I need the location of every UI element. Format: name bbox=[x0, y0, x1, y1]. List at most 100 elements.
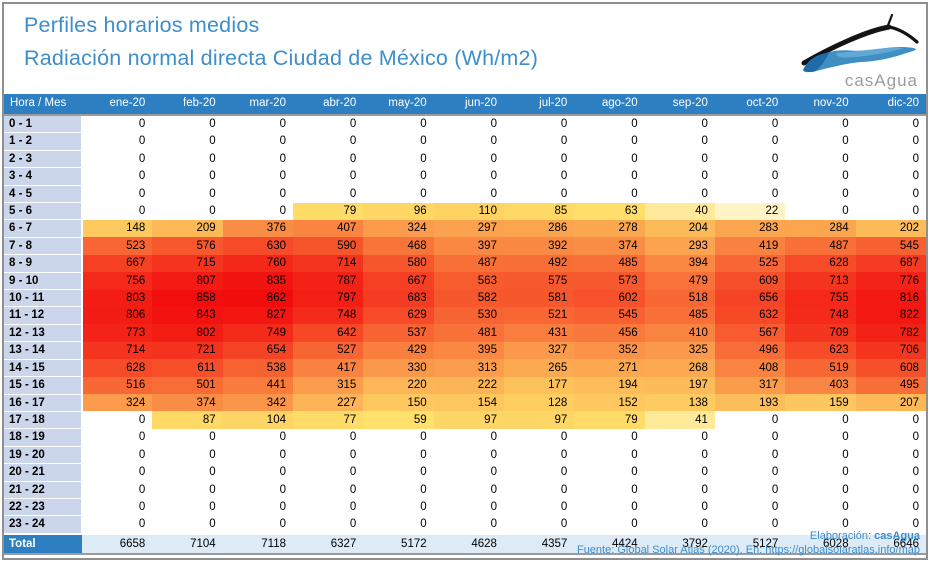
value-cell[interactable]: 283 bbox=[714, 219, 786, 238]
value-cell[interactable]: 0 bbox=[433, 167, 504, 186]
value-cell[interactable]: 0 bbox=[82, 498, 153, 516]
value-cell[interactable]: 0 bbox=[82, 411, 153, 429]
value-cell[interactable]: 0 bbox=[855, 185, 926, 203]
value-cell[interactable]: 324 bbox=[82, 394, 153, 412]
value-cell[interactable]: 530 bbox=[433, 306, 504, 325]
value-cell[interactable]: 0 bbox=[363, 446, 434, 464]
total-cell[interactable]: 5172 bbox=[363, 532, 434, 555]
value-cell[interactable]: 87 bbox=[152, 411, 223, 429]
value-cell[interactable]: 0 bbox=[503, 132, 575, 151]
value-cell[interactable]: 797 bbox=[292, 289, 364, 307]
value-cell[interactable]: 0 bbox=[433, 150, 504, 168]
value-cell[interactable]: 0 bbox=[152, 463, 223, 482]
row-header[interactable]: 8 - 9 bbox=[4, 254, 83, 273]
value-cell[interactable]: 0 bbox=[222, 150, 293, 168]
value-cell[interactable]: 293 bbox=[644, 237, 715, 255]
value-cell[interactable]: 397 bbox=[433, 237, 504, 255]
value-cell[interactable]: 773 bbox=[82, 324, 153, 342]
column-header[interactable]: may-20 bbox=[363, 94, 434, 116]
value-cell[interactable]: 858 bbox=[152, 289, 223, 307]
value-cell[interactable]: 0 bbox=[292, 132, 364, 151]
value-cell[interactable]: 0 bbox=[82, 446, 153, 464]
value-cell[interactable]: 394 bbox=[644, 254, 715, 273]
value-cell[interactable]: 202 bbox=[855, 219, 926, 238]
column-header[interactable]: oct-20 bbox=[714, 94, 786, 116]
value-cell[interactable]: 802 bbox=[152, 324, 223, 342]
row-header[interactable]: 9 - 10 bbox=[4, 272, 83, 291]
value-cell[interactable]: 327 bbox=[503, 341, 575, 360]
value-cell[interactable]: 521 bbox=[503, 306, 575, 325]
column-header[interactable]: dic-20 bbox=[855, 94, 926, 116]
row-header[interactable]: 7 - 8 bbox=[4, 237, 83, 256]
value-cell[interactable]: 0 bbox=[503, 463, 575, 482]
row-header[interactable]: 6 - 7 bbox=[4, 219, 83, 238]
value-cell[interactable]: 0 bbox=[292, 428, 364, 447]
value-cell[interactable]: 0 bbox=[82, 132, 153, 151]
value-cell[interactable]: 0 bbox=[644, 150, 715, 168]
value-cell[interactable]: 519 bbox=[785, 359, 856, 377]
value-cell[interactable]: 715 bbox=[152, 254, 223, 273]
value-cell[interactable]: 835 bbox=[222, 272, 293, 290]
value-cell[interactable]: 429 bbox=[363, 341, 434, 360]
value-cell[interactable]: 0 bbox=[644, 515, 715, 534]
total-cell[interactable]: 3792 bbox=[644, 532, 715, 555]
value-cell[interactable]: 0 bbox=[433, 463, 504, 482]
value-cell[interactable]: 315 bbox=[292, 376, 364, 394]
value-cell[interactable]: 843 bbox=[152, 306, 223, 325]
value-cell[interactable]: 0 bbox=[855, 115, 926, 133]
value-cell[interactable]: 782 bbox=[855, 324, 926, 342]
value-cell[interactable]: 0 bbox=[152, 132, 223, 151]
value-cell[interactable]: 545 bbox=[855, 237, 926, 255]
value-cell[interactable]: 0 bbox=[222, 515, 293, 534]
value-cell[interactable]: 667 bbox=[82, 254, 153, 273]
value-cell[interactable]: 265 bbox=[503, 359, 575, 377]
value-cell[interactable]: 0 bbox=[855, 202, 926, 220]
total-cell[interactable]: 4628 bbox=[433, 532, 504, 555]
value-cell[interactable]: 0 bbox=[152, 185, 223, 203]
value-cell[interactable]: 79 bbox=[574, 411, 645, 429]
value-cell[interactable]: 748 bbox=[785, 306, 856, 325]
row-header[interactable]: 4 - 5 bbox=[4, 185, 83, 204]
value-cell[interactable]: 0 bbox=[152, 481, 223, 499]
value-cell[interactable]: 0 bbox=[644, 185, 715, 203]
value-cell[interactable]: 0 bbox=[503, 185, 575, 203]
value-cell[interactable]: 567 bbox=[714, 324, 786, 342]
value-cell[interactable]: 128 bbox=[503, 394, 575, 412]
value-cell[interactable]: 628 bbox=[785, 254, 856, 273]
value-cell[interactable]: 0 bbox=[574, 481, 645, 499]
value-cell[interactable]: 487 bbox=[433, 254, 504, 273]
value-cell[interactable]: 822 bbox=[855, 306, 926, 325]
value-cell[interactable]: 0 bbox=[152, 498, 223, 516]
value-cell[interactable]: 629 bbox=[363, 306, 434, 325]
value-cell[interactable]: 803 bbox=[82, 289, 153, 307]
value-cell[interactable]: 0 bbox=[363, 463, 434, 482]
value-cell[interactable]: 209 bbox=[152, 219, 223, 238]
value-cell[interactable]: 0 bbox=[574, 515, 645, 534]
value-cell[interactable]: 0 bbox=[222, 481, 293, 499]
value-cell[interactable]: 0 bbox=[714, 150, 786, 168]
value-cell[interactable]: 227 bbox=[292, 394, 364, 412]
row-header[interactable]: 14 - 15 bbox=[4, 359, 83, 378]
value-cell[interactable]: 756 bbox=[82, 272, 153, 290]
value-cell[interactable]: 0 bbox=[82, 115, 153, 133]
value-cell[interactable]: 77 bbox=[292, 411, 364, 429]
value-cell[interactable]: 317 bbox=[714, 376, 786, 394]
column-header[interactable]: nov-20 bbox=[785, 94, 856, 116]
column-header[interactable]: mar-20 bbox=[222, 94, 293, 116]
value-cell[interactable]: 0 bbox=[292, 446, 364, 464]
value-cell[interactable]: 0 bbox=[292, 167, 364, 186]
value-cell[interactable]: 419 bbox=[714, 237, 786, 255]
value-cell[interactable]: 286 bbox=[503, 219, 575, 238]
value-cell[interactable]: 0 bbox=[574, 463, 645, 482]
value-cell[interactable]: 714 bbox=[292, 254, 364, 273]
value-cell[interactable]: 0 bbox=[82, 185, 153, 203]
column-header[interactable]: abr-20 bbox=[292, 94, 364, 116]
value-cell[interactable]: 0 bbox=[644, 446, 715, 464]
column-header[interactable]: jun-20 bbox=[433, 94, 504, 116]
value-cell[interactable]: 395 bbox=[433, 341, 504, 360]
value-cell[interactable]: 0 bbox=[292, 498, 364, 516]
value-cell[interactable]: 609 bbox=[714, 272, 786, 290]
value-cell[interactable]: 0 bbox=[152, 115, 223, 133]
value-cell[interactable]: 0 bbox=[222, 446, 293, 464]
value-cell[interactable]: 749 bbox=[222, 324, 293, 342]
